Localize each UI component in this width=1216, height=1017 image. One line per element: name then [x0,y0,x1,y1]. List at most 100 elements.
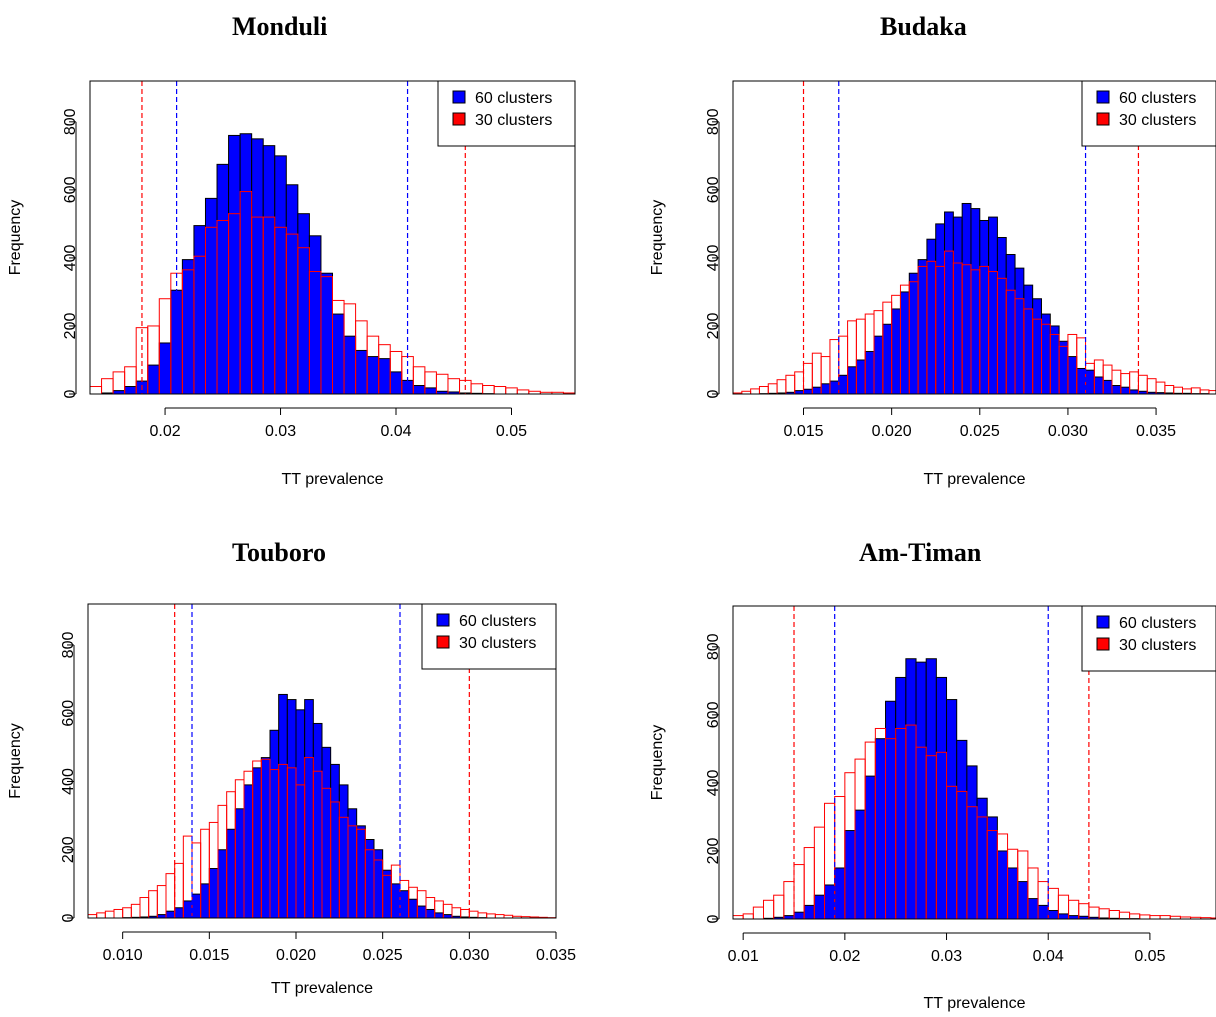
y-axis-label: Frequency [7,723,24,799]
bar-30-clusters [752,906,765,919]
legend-swatch [1096,615,1110,629]
y-tick-label: 600 [705,701,722,728]
x-tick-label: 0.035 [536,947,576,964]
legend-label: 60 clusters [475,90,552,107]
legend-swatch [452,90,466,104]
y-tick-label: 800 [705,108,722,135]
plot-area [90,81,575,394]
x-tick-label: 0.03 [931,948,962,965]
bar-30-clusters [1208,390,1216,394]
bar-60-clusters [946,699,958,919]
x-tick-label: 0.015 [189,947,229,964]
bar-30-clusters [793,864,805,919]
plot-frame [732,80,1216,395]
x-tick-label: 0.010 [103,947,143,964]
bar-30-clusters [783,881,795,919]
y-tick-label: 400 [705,769,722,796]
x-tick-label: 0.020 [276,947,316,964]
bar-60-clusters [895,676,907,919]
y-tick-label: 800 [705,633,722,660]
chart-title: Monduli [232,12,328,41]
legend-label: 60 clusters [1119,90,1196,107]
plot-area [88,604,556,918]
bar-30-clusters [1139,914,1151,919]
bar-60-clusters [915,661,927,919]
y-tick-label: 800 [60,632,77,659]
legend-swatch [1096,112,1110,126]
bar-60-clusters [935,676,948,919]
x-tick-label: 0.020 [872,423,912,440]
x-tick-label: 0.01 [728,948,759,965]
x-tick-label: 0.030 [1048,423,1088,440]
bar-60-clusters [844,830,856,919]
y-tick-label: 200 [60,836,77,863]
y-tick-label: 200 [705,838,722,865]
legend-label: 30 clusters [1119,112,1196,129]
bar-60-clusters [793,911,805,919]
chart-title: Am-Timan [859,538,982,567]
x-axis-label: TT prevalence [271,980,373,997]
y-tick-label: 200 [705,313,722,340]
bar-30-clusters [1159,915,1171,919]
chart-title: Budaka [880,12,967,41]
x-tick-label: 0.015 [783,423,823,440]
legend-label: 30 clusters [459,635,536,652]
legend-swatch [436,613,450,627]
legend-swatch [452,112,466,126]
bar-60-clusters [986,816,998,919]
y-axis-label: Frequency [7,200,24,276]
bar-60-clusters [864,775,876,919]
y-tick-label: 400 [60,768,77,795]
legend-label: 30 clusters [1119,637,1196,654]
bar-60-clusters [874,738,887,919]
y-tick-label: 0 [60,913,77,922]
bar-30-clusters [1149,915,1161,919]
bar-30-clusters [733,915,744,919]
bar-60-clusters [1068,915,1080,919]
legend-swatch [1096,637,1110,651]
legend-swatch [1096,90,1110,104]
bar-60-clusters [885,700,897,919]
x-axis-label: TT prevalence [924,471,1026,488]
bar-30-clusters [1118,911,1131,919]
bar-60-clusters [834,867,846,919]
bar-60-clusters [1037,904,1049,919]
bar-60-clusters [1007,867,1019,919]
bar-60-clusters [905,658,917,919]
x-axis-label: TT prevalence [924,995,1026,1012]
y-tick-label: 0 [705,914,722,923]
bar-30-clusters [742,913,754,919]
y-axis-label: Frequency [649,200,666,276]
chart-title: Touboro [232,538,326,567]
legend-label: 60 clusters [459,613,536,630]
bar-60-clusters [925,658,937,919]
x-tick-label: 0.02 [149,423,180,440]
bar-60-clusters [1027,898,1039,919]
bar-60-clusters [824,884,836,919]
plot-frame [87,603,557,919]
x-tick-label: 0.02 [829,948,860,965]
bar-30-clusters [1098,908,1110,919]
y-tick-label: 400 [705,244,722,271]
x-tick-label: 0.025 [363,947,403,964]
plot-frame [732,605,1216,920]
bar-60-clusters [783,915,795,919]
bar-60-clusters [813,894,826,919]
x-tick-label: 0.025 [960,423,1000,440]
bar-60-clusters [996,850,1009,919]
y-tick-label: 0 [705,389,722,398]
x-tick-label: 0.05 [496,423,527,440]
bar-60-clusters [956,739,968,919]
bar-60-clusters [1047,909,1059,919]
y-tick-label: 600 [62,176,79,203]
x-tick-label: 0.04 [380,423,411,440]
y-tick-label: 200 [62,313,79,340]
x-tick-label: 0.030 [449,947,489,964]
bar-60-clusters [1057,913,1070,919]
y-tick-label: 600 [60,700,77,727]
x-axis-label: TT prevalence [282,471,384,488]
plot-area [733,606,1216,919]
